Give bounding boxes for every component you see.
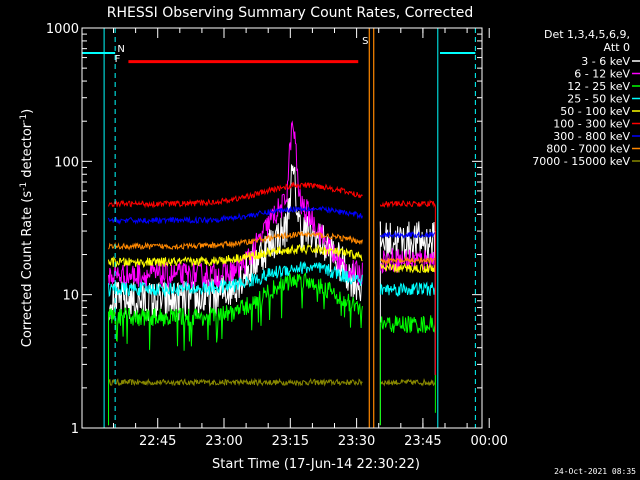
y-tick-label: 10 [62,289,79,304]
series-line [108,377,363,387]
y-axis-label-close: ) [20,109,35,114]
flags-layer: NF S [82,28,476,428]
chart-title: RHESSI Observing Summary Count Rates, Co… [107,5,473,21]
series-line [108,230,363,251]
series-line [379,262,436,274]
x-tick-label: 23:30 [338,434,375,449]
plot-frame [81,27,483,429]
legend-header-line1: Det 1,3,4,5,6,9, [544,28,630,41]
saa-flag-label: S [362,36,368,47]
series-line [380,255,436,266]
night-flag-label: N [117,44,124,55]
generation-timestamp: 24-Oct-2021 08:35 [554,467,636,476]
x-tick-label: 23:45 [404,434,441,449]
y-axis-label-main: Corrected Count Rate (s [20,191,35,348]
x-tick-label: 23:15 [272,434,309,449]
series-line [379,230,436,240]
y-axis-label-exp1: -1 [19,182,29,191]
x-tick-label: 00:00 [470,434,507,449]
legend-label: 300 - 800 keV [553,130,630,143]
legend-label: 6 - 12 keV [574,68,630,81]
series-layer [108,120,436,426]
legend-label: 12 - 25 keV [567,80,630,93]
legend-label: 800 - 7000 keV [546,143,630,156]
legend-label: 7000 - 15000 keV [532,155,630,168]
y-axis-label-exp2: -1 [19,114,29,123]
x-tick-label: 23:00 [205,434,242,449]
series-line [379,281,436,297]
series-line [108,272,363,351]
x-tick-label: 22:45 [139,434,176,449]
y-axis-label-mid: detector [20,122,35,182]
series-line [379,377,436,387]
series-line [108,205,363,225]
series-line [108,181,363,209]
x-axis: 22:45 23:00 23:15 23:30 23:45 00:00 [113,28,508,449]
legend-label: 100 - 300 keV [553,118,630,131]
flare-flag-label: F [115,54,121,65]
legend-label: 25 - 50 keV [567,93,630,106]
series-line [108,243,363,269]
y-axis: 1 10 100 1000 [46,22,482,437]
legend-label: 50 - 100 keV [560,105,630,118]
series-line [379,315,436,334]
y-tick-label: 1 [71,422,79,437]
y-axis-label: Corrected Count Rate (s-1 detector-1) [19,109,35,347]
series-line [379,199,436,208]
legend-label: 3 - 6 keV [581,55,630,68]
legend-header-line2: Att 0 [604,41,630,54]
y-tick-label: 100 [54,155,79,170]
x-axis-label: Start Time (17-Jun-14 22:30:22) [212,457,420,472]
series-line [108,260,363,298]
series-line [108,120,363,289]
y-tick-label: 1000 [46,22,79,37]
